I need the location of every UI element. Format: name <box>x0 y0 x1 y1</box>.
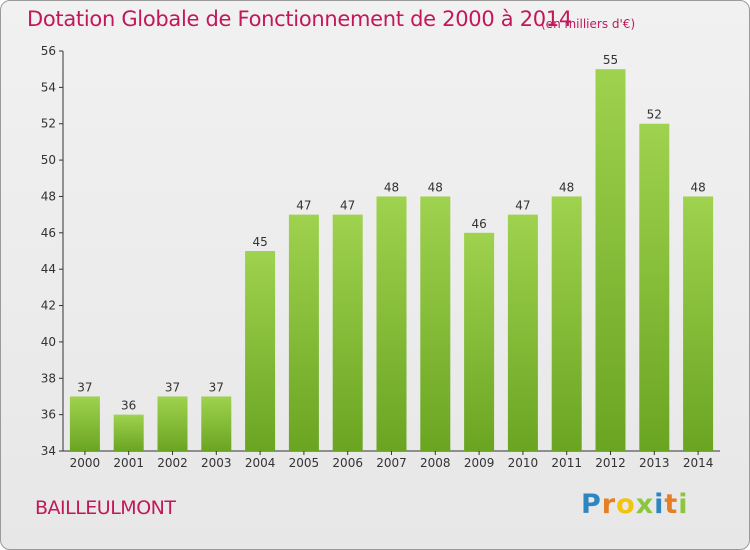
x-tick-label: 2009 <box>464 456 495 470</box>
bar <box>288 214 319 451</box>
x-tick-label: 2001 <box>113 456 144 470</box>
x-tick-label: 2011 <box>551 456 582 470</box>
bar <box>683 196 714 451</box>
x-tick-label: 2014 <box>683 456 714 470</box>
data-label: 37 <box>165 380 180 394</box>
data-label: 47 <box>515 199 530 213</box>
chart-subtitle: (en milliers d'€) <box>541 17 636 31</box>
x-tick-label: 2006 <box>332 456 363 470</box>
bar <box>201 396 232 451</box>
data-label: 36 <box>121 399 136 413</box>
data-label: 48 <box>559 180 574 194</box>
logo-letter: i <box>678 489 689 520</box>
bar <box>69 396 100 451</box>
bar <box>245 251 276 451</box>
y-tick-label: 56 <box>41 44 56 58</box>
data-label: 47 <box>296 199 311 213</box>
x-tick-label: 2008 <box>420 456 451 470</box>
bar <box>464 232 495 451</box>
x-tick-label: 2000 <box>70 456 101 470</box>
data-label: 45 <box>252 235 267 249</box>
y-tick-label: 48 <box>41 189 56 203</box>
logo-letter: t <box>664 489 679 520</box>
bar <box>113 414 144 451</box>
y-tick-label: 38 <box>41 371 56 385</box>
y-tick-label: 36 <box>41 408 56 422</box>
data-label: 52 <box>647 108 662 122</box>
bar <box>595 69 626 451</box>
data-label: 48 <box>690 180 705 194</box>
y-tick-label: 40 <box>41 335 56 349</box>
y-tick-label: 52 <box>41 117 56 131</box>
bar <box>420 196 451 451</box>
bar <box>551 196 582 451</box>
logo-letter: x <box>635 489 655 520</box>
data-label: 48 <box>428 180 443 194</box>
commune-name: BAILLEULMONT <box>35 497 176 519</box>
logo-letter: i <box>654 489 665 520</box>
chart-title: Dotation Globale de Fonctionnement de 20… <box>27 7 572 31</box>
y-tick-label: 46 <box>41 226 56 240</box>
y-tick-label: 54 <box>41 80 56 94</box>
bar <box>332 214 363 451</box>
y-tick-label: 42 <box>41 299 56 313</box>
y-tick-label: 44 <box>41 262 56 276</box>
x-tick-label: 2003 <box>201 456 232 470</box>
data-label: 47 <box>340 199 355 213</box>
bar <box>507 214 538 451</box>
bar <box>376 196 407 451</box>
bar <box>639 123 670 452</box>
data-label: 37 <box>77 380 92 394</box>
y-tick-label: 34 <box>41 444 56 458</box>
x-tick-label: 2012 <box>595 456 626 470</box>
x-tick-label: 2007 <box>376 456 407 470</box>
bar <box>157 396 188 451</box>
data-label: 37 <box>209 380 224 394</box>
x-tick-label: 2002 <box>157 456 188 470</box>
data-label: 46 <box>471 217 486 231</box>
x-tick-label: 2010 <box>508 456 539 470</box>
x-tick-label: 2004 <box>245 456 276 470</box>
x-tick-label: 2013 <box>639 456 670 470</box>
x-tick-label: 2005 <box>289 456 320 470</box>
logo-letter: o <box>616 489 636 520</box>
logo-letter: r <box>601 489 617 520</box>
data-label: 48 <box>384 180 399 194</box>
logo-letter: P <box>581 489 602 520</box>
y-tick-label: 50 <box>41 153 56 167</box>
data-label: 55 <box>603 53 618 67</box>
proxiti-logo: Proxiti <box>581 489 689 520</box>
